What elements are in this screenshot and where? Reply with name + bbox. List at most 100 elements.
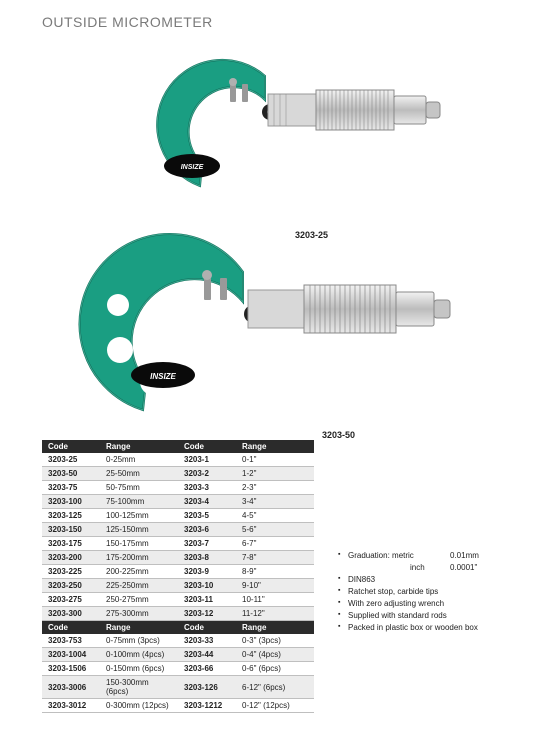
spec-bullet: DIN863 [338,574,479,586]
cell-range: 7-8" [236,551,314,565]
cell-code: 3203-11 [178,593,236,607]
spec-bullet: With zero adjusting wrench [338,598,479,610]
cell-code: 3203-25 [42,453,100,467]
table-header-row: Code Range Code Range [42,440,314,453]
cell-code: 3203-3 [178,481,236,495]
spec-bullet: Packed in plastic box or wooden box [338,622,479,634]
th2-range-1: Range [100,621,178,635]
cell-range: 0-4" (4pcs) [236,648,314,662]
cell-range: 25-50mm [100,467,178,481]
cell-code: 3203-33 [178,634,236,648]
spec-bullet: Ratchet stop, carbide tips [338,586,479,598]
cell-range: 0-12" (12pcs) [236,699,314,713]
th-code-1: Code [42,440,100,453]
product-caption-2: 3203-50 [322,430,355,440]
cell-range: 150-175mm [100,537,178,551]
cell-code: 3203-5 [178,509,236,523]
cell-code: 3203-3006 [42,676,100,699]
th2-code-1: Code [42,621,100,635]
cell-range: 0-100mm (4pcs) [100,648,178,662]
table-row: 3203-10040-100mm (4pcs)3203-440-4" (4pcs… [42,648,314,662]
table-row: 3203-250225-250mm3203-109-10" [42,579,314,593]
cell-code: 3203-250 [42,579,100,593]
cell-code: 3203-200 [42,551,100,565]
cell-code: 3203-44 [178,648,236,662]
spec-graduation-metric: 0.01mm [450,550,479,562]
cell-code: 3203-100 [42,495,100,509]
th2-code-2: Code [178,621,236,635]
cell-range: 4-5" [236,509,314,523]
cell-code: 3203-2 [178,467,236,481]
cell-range: 8-9" [236,565,314,579]
table-row: 3203-30120-300mm (12pcs)3203-12120-12" (… [42,699,314,713]
cell-range: 0-1" [236,453,314,467]
cell-range: 5-6" [236,523,314,537]
cell-code: 3203-175 [42,537,100,551]
table-row: 3203-275250-275mm3203-1110-11" [42,593,314,607]
cell-range: 6-12" (6pcs) [236,676,314,699]
table-row: 3203-125100-125mm3203-54-5" [42,509,314,523]
cell-range: 9-10" [236,579,314,593]
cell-code: 3203-1 [178,453,236,467]
spec-graduation-inch-row: inch 0.0001" [338,562,479,574]
spec-graduation-label: Graduation: metric [348,550,450,562]
cell-code: 3203-150 [42,523,100,537]
cell-code: 3203-1506 [42,662,100,676]
table-row: 3203-300275-300mm3203-1211-12" [42,607,314,621]
svg-text:INSIZE: INSIZE [150,372,176,381]
cell-code: 3203-1004 [42,648,100,662]
table-row: 3203-150125-150mm3203-65-6" [42,523,314,537]
th-range-2: Range [236,440,314,453]
cell-range: 0-6" (6pcs) [236,662,314,676]
cell-range: 175-200mm [100,551,178,565]
cell-range: 100-125mm [100,509,178,523]
cell-code: 3203-275 [42,593,100,607]
cell-code: 3203-4 [178,495,236,509]
cell-range: 225-250mm [100,579,178,593]
table-row: 3203-175150-175mm3203-76-7" [42,537,314,551]
cell-range: 0-25mm [100,453,178,467]
svg-text:INSIZE: INSIZE [181,164,204,171]
cell-code: 3203-125 [42,509,100,523]
cell-range: 2-3" [236,481,314,495]
cell-code: 3203-50 [42,467,100,481]
cell-range: 200-225mm [100,565,178,579]
cell-range: 3-4" [236,495,314,509]
cell-code: 3203-3012 [42,699,100,713]
cell-range: 6-7" [236,537,314,551]
cell-range: 10-11" [236,593,314,607]
spec-table: Code Range Code Range 3203-250-25mm3203-… [42,440,314,713]
lower-section: Code Range Code Range 3203-250-25mm3203-… [0,440,536,713]
table-row: 3203-7530-75mm (3pcs)3203-330-3" (3pcs) [42,634,314,648]
cell-code: 3203-300 [42,607,100,621]
th-range-1: Range [100,440,178,453]
table-row: 3203-7550-75mm3203-32-3" [42,481,314,495]
table-row: 3203-225200-225mm3203-98-9" [42,565,314,579]
cell-code: 3203-75 [42,481,100,495]
spec-bullet: Supplied with standard rods [338,610,479,622]
cell-code: 3203-8 [178,551,236,565]
table-row: 3203-5025-50mm3203-21-2" [42,467,314,481]
spec-graduation-inch: 0.0001" [450,562,477,574]
spec-graduation: Graduation: metric 0.01mm [338,550,479,562]
cell-range: 0-150mm (6pcs) [100,662,178,676]
cell-code: 3203-126 [178,676,236,699]
cell-code: 3203-753 [42,634,100,648]
cell-range: 0-75mm (3pcs) [100,634,178,648]
table-row: 3203-3006150-300mm (6pcs)3203-1266-12" (… [42,676,314,699]
cell-code: 3203-66 [178,662,236,676]
cell-range: 150-300mm (6pcs) [100,676,178,699]
cell-range: 0-3" (3pcs) [236,634,314,648]
cell-range: 250-275mm [100,593,178,607]
th2-range-2: Range [236,621,314,635]
table-header-row-2: Code Range Code Range [42,621,314,635]
cell-code: 3203-7 [178,537,236,551]
th-code-2: Code [178,440,236,453]
cell-range: 75-100mm [100,495,178,509]
cell-range: 275-300mm [100,607,178,621]
table-row: 3203-10075-100mm3203-43-4" [42,495,314,509]
cell-range: 11-12" [236,607,314,621]
cell-range: 50-75mm [100,481,178,495]
page-title: OUTSIDE MICROMETER [0,0,536,30]
table-row: 3203-15060-150mm (6pcs)3203-660-6" (6pcs… [42,662,314,676]
